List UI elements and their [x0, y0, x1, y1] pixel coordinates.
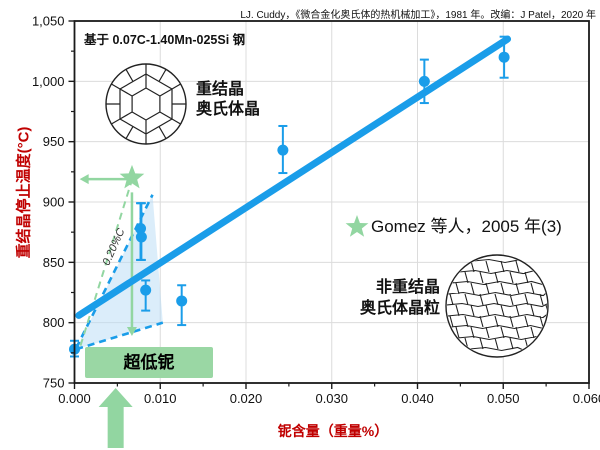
recrystallized-grains-pattern: [106, 64, 186, 144]
recrystallized-annotation: 重结晶 奥氏体晶: [196, 80, 260, 120]
y-tick-label: 950: [43, 134, 65, 149]
non-recrystallized-annotation: 非重结晶 奥氏体晶粒: [325, 277, 440, 319]
x-tick-label: 0.030: [315, 391, 348, 406]
bottom-up-arrow: [98, 388, 133, 448]
steel-composition-label: 基于 0.07C-1.40Mn-025Si 钢: [84, 33, 246, 47]
x-tick-label: 0.040: [401, 391, 434, 406]
recrystallized-line2: 奥氏体晶: [196, 101, 261, 118]
left-arrow-head: [79, 174, 89, 185]
green-dashed-line: [79, 182, 133, 346]
data-point: [277, 144, 289, 156]
down-arrow-head: [126, 326, 137, 336]
y-tick-label: 1,000: [32, 74, 65, 89]
ultra-low-nb-badge: 超低铌: [85, 347, 213, 378]
x-tick-label: 0.010: [144, 391, 177, 406]
data-point: [418, 75, 430, 87]
y-tick-label: 850: [43, 255, 65, 270]
x-tick-label: 0.060: [573, 391, 600, 406]
x-tick-label: 0.020: [230, 391, 263, 406]
x-tick-label: 0.050: [487, 391, 520, 406]
data-point: [135, 231, 147, 243]
y-tick-label: 800: [43, 315, 65, 330]
source-citation: LJ. Cuddy，《微合金化奥氏体的热机械加工》，1981 年。改编：J Pa…: [240, 10, 596, 21]
trend-line: [75, 35, 512, 319]
legend-label: Gomez 等人，2005 年(3): [371, 217, 562, 236]
data-point: [140, 284, 152, 296]
data-point: [498, 51, 510, 63]
y-axis-title: 重结晶停止温度(°C): [15, 126, 33, 259]
x-axis-title: 铌含量（重量%）: [277, 423, 389, 439]
y-tick-label: 900: [43, 195, 65, 210]
blue-dashed-line: [75, 194, 154, 349]
non-recrystallized-line2: 奥氏体晶粒: [359, 300, 440, 317]
legend-star-icon: [345, 215, 369, 237]
y-tick-label: 1,050: [32, 14, 65, 29]
nonrecrystallized-grains-icon: [445, 254, 549, 358]
nonrecrystallized-grains-pattern: [447, 258, 547, 352]
non-recrystallized-line1: 非重结晶: [375, 279, 440, 296]
blue-dashed-line: [75, 321, 164, 351]
y-tick-label: 750: [43, 376, 65, 391]
data-point: [176, 295, 188, 307]
x-tick-label: 0.000: [58, 391, 91, 406]
recrystallized-line1: 重结晶: [196, 81, 245, 98]
gomez-star-marker: [119, 164, 145, 189]
